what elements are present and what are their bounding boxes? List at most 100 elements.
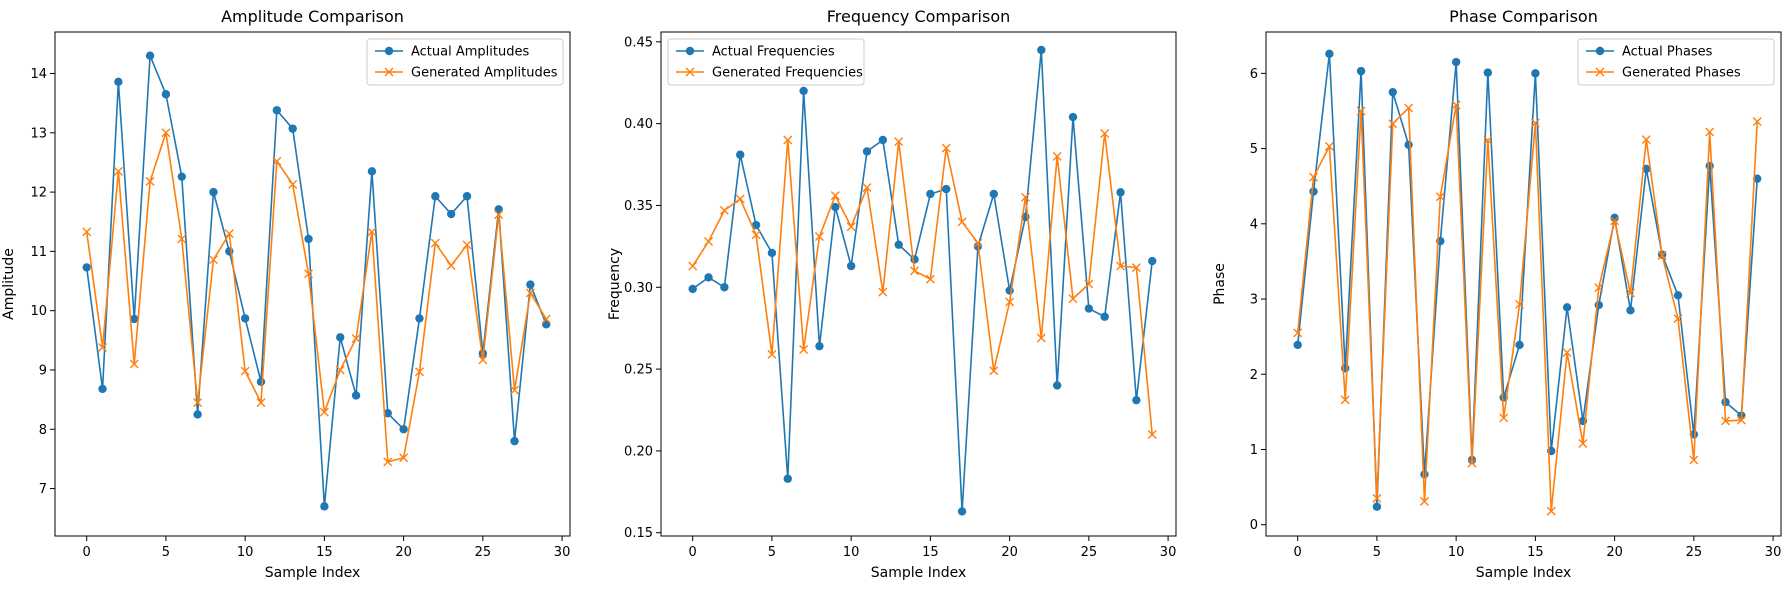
x-tick-label: 30 [1765, 545, 1782, 560]
data-point [510, 385, 520, 395]
data-point [767, 248, 777, 258]
data-point [446, 261, 456, 271]
data-point [957, 217, 967, 227]
x-tick-label: 10 [237, 545, 254, 560]
data-point [1546, 506, 1556, 516]
data-point [736, 150, 745, 159]
legend-swatch-marker [384, 67, 394, 77]
data-point [1404, 140, 1413, 150]
x-tick-label: 20 [395, 545, 412, 560]
data-point [1673, 291, 1683, 300]
legend-label: Actual Amplitudes [411, 45, 529, 60]
x-tick-label: 0 [689, 545, 697, 560]
data-point [1689, 455, 1699, 465]
series-line [692, 132, 1154, 435]
axes-frame [1265, 31, 1782, 537]
x-tick-label: 25 [1081, 545, 1098, 560]
data-point [431, 192, 440, 201]
data-point [1594, 300, 1603, 310]
data-point [272, 106, 282, 115]
data-point [288, 179, 298, 189]
data-point [320, 502, 329, 511]
legend-swatch-marker [1595, 67, 1605, 77]
data-point [719, 205, 729, 215]
x-tick-label: 30 [1160, 545, 1177, 560]
data-point [272, 156, 282, 166]
data-point [1388, 119, 1398, 129]
legend-swatch-marker [685, 67, 695, 77]
data-point [830, 191, 840, 201]
x-tick-label: 25 [1686, 545, 1703, 560]
data-point [1451, 100, 1461, 110]
y-tick-label: 0.45 [624, 35, 653, 50]
x-axis-label: Sample Index [871, 565, 966, 581]
data-point [688, 284, 697, 294]
data-point [1324, 141, 1334, 151]
data-point [462, 192, 472, 201]
series-line [85, 54, 547, 508]
data-point [704, 236, 714, 246]
data-point [878, 135, 888, 145]
data-point [1467, 458, 1477, 468]
y-tick-label: 14 [30, 67, 47, 82]
x-tick-label: 15 [316, 545, 333, 560]
data-point [910, 255, 919, 264]
data-point [145, 51, 155, 60]
y-tick-label: 0.20 [624, 444, 653, 459]
data-point [494, 205, 503, 214]
data-point [751, 220, 761, 230]
data-point [1036, 333, 1046, 343]
data-point [989, 366, 999, 376]
data-point [814, 232, 824, 242]
data-point [1625, 288, 1635, 298]
data-point [446, 209, 456, 219]
data-point [1356, 66, 1366, 76]
data-point [1340, 395, 1350, 405]
data-point [399, 425, 408, 434]
data-point [1721, 416, 1731, 426]
data-point [1610, 216, 1620, 226]
data-point [1419, 496, 1429, 506]
series-2 [688, 128, 1157, 440]
y-tick-label: 8 [39, 423, 47, 438]
series-2 [82, 128, 551, 467]
data-point [1100, 312, 1109, 321]
y-tick-label: 7 [39, 482, 47, 497]
data-point [256, 377, 266, 387]
data-point [1705, 161, 1714, 171]
data-point [1530, 118, 1540, 128]
data-point [1515, 340, 1524, 350]
data-point [336, 333, 345, 342]
legend: Actual Frequencies Generated Frequencies [667, 38, 865, 86]
data-point [161, 90, 171, 99]
y-tick-label: 10 [30, 304, 47, 319]
data-point [1116, 188, 1125, 197]
y-tick-label: 2 [1250, 368, 1258, 383]
data-point [98, 384, 107, 394]
data-point [1309, 187, 1318, 196]
legend-swatch-marker [384, 46, 394, 56]
data-point [542, 320, 551, 329]
x-tick-label: 10 [1448, 545, 1465, 560]
series-line [1296, 53, 1759, 508]
legend-label: Actual Frequencies [712, 45, 835, 60]
data-point [1752, 117, 1762, 127]
y-tick-label: 0.25 [624, 363, 653, 378]
data-point [1673, 314, 1683, 324]
data-point [989, 189, 998, 199]
data-point [224, 229, 234, 239]
subplot-3: Phase Comparison 0 5 10 15 20 25 30 0 1 2 3 4 5 6 Sampl… [1212, 7, 1782, 581]
data-point [1736, 415, 1746, 425]
data-point [878, 287, 888, 297]
data-point [1116, 261, 1126, 271]
data-point [510, 436, 519, 446]
y-tick-label: 0 [1250, 518, 1258, 533]
data-point [161, 128, 171, 138]
data-point [704, 273, 713, 282]
data-point [114, 77, 123, 87]
y-tick-label: 9 [39, 363, 47, 378]
data-point [1657, 250, 1667, 260]
legend-box [1577, 38, 1775, 86]
data-point [240, 314, 250, 323]
data-point [430, 238, 440, 248]
